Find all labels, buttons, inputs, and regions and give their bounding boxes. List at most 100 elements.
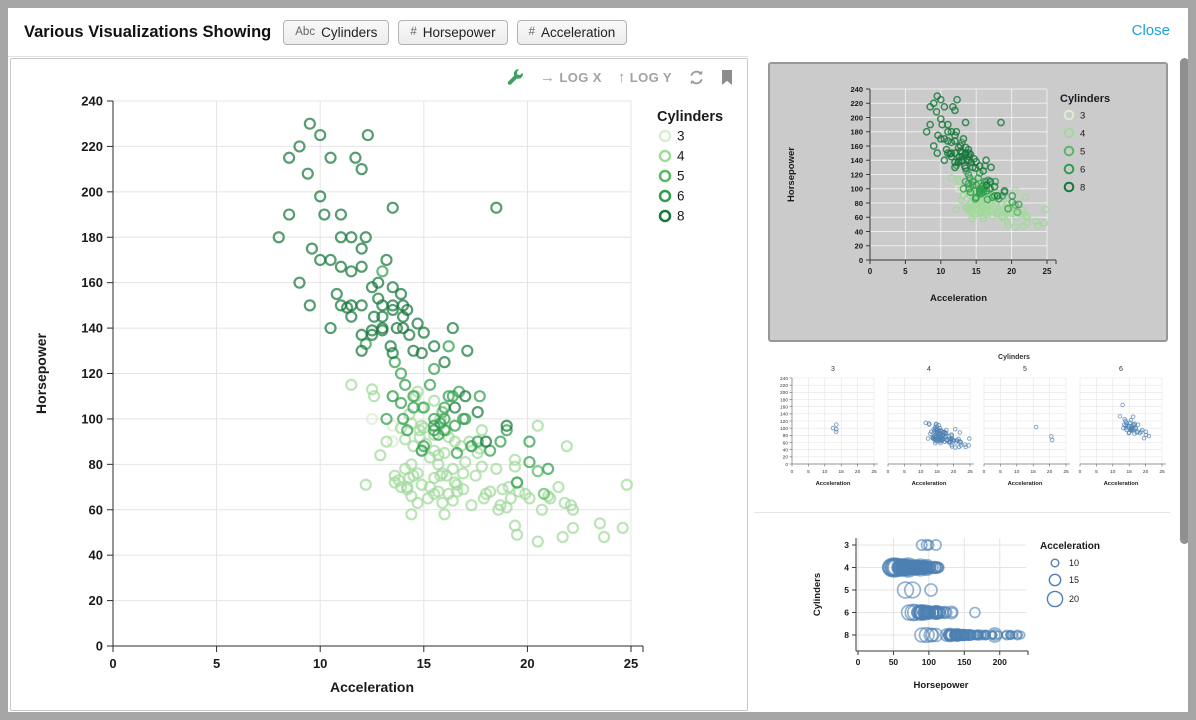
svg-text:Cylinders: Cylinders: [998, 354, 1030, 361]
svg-text:240: 240: [780, 376, 788, 382]
field-pill-label: Acceleration: [540, 24, 616, 40]
svg-text:180: 180: [81, 230, 103, 245]
svg-text:100: 100: [850, 185, 863, 194]
svg-text:20: 20: [855, 242, 863, 251]
close-button[interactable]: Close: [1131, 22, 1170, 39]
svg-text:60: 60: [855, 213, 863, 222]
svg-text:10: 10: [822, 469, 828, 475]
svg-text:20: 20: [783, 455, 789, 461]
svg-text:15: 15: [1069, 575, 1079, 585]
svg-text:120: 120: [81, 366, 103, 381]
svg-text:Cylinders: Cylinders: [812, 573, 823, 616]
alternative-thumbnail-selected[interactable]: 0 20 40 60 80 100 120 140 160 180 200 220 240 0 5 10 15 2…: [768, 62, 1168, 342]
svg-text:100: 100: [81, 411, 103, 426]
svg-text:120: 120: [850, 170, 863, 179]
svg-text:3: 3: [831, 366, 835, 373]
svg-text:0: 0: [785, 462, 788, 468]
svg-text:60: 60: [89, 502, 103, 517]
svg-text:220: 220: [780, 383, 788, 389]
svg-text:20: 20: [1069, 594, 1079, 604]
field-type-text-icon: Abc: [295, 26, 316, 38]
arrow-right-icon: →: [540, 69, 556, 86]
svg-text:Cylinders: Cylinders: [1060, 93, 1110, 105]
svg-text:15: 15: [1031, 469, 1037, 475]
svg-text:6: 6: [1080, 165, 1085, 176]
svg-text:200: 200: [81, 184, 103, 199]
wrench-icon[interactable]: [507, 69, 524, 86]
svg-text:8: 8: [677, 209, 685, 224]
log-x-button[interactable]: → LOG X: [540, 69, 602, 86]
svg-text:240: 240: [850, 85, 863, 94]
svg-text:15: 15: [972, 267, 981, 276]
bookmark-icon[interactable]: [721, 69, 733, 86]
svg-text:5: 5: [1080, 147, 1085, 158]
svg-text:0: 0: [109, 656, 116, 671]
svg-text:Horsepower: Horsepower: [33, 332, 49, 413]
svg-text:0: 0: [791, 469, 794, 475]
svg-text:160: 160: [850, 142, 863, 151]
svg-text:10: 10: [313, 656, 327, 671]
svg-text:220: 220: [850, 99, 863, 108]
svg-text:Acceleration: Acceleration: [1008, 481, 1043, 487]
refresh-icon[interactable]: [688, 69, 705, 86]
svg-text:20: 20: [520, 656, 534, 671]
page-title: Various Visualizations Showing: [24, 22, 272, 41]
field-pill-cylinders[interactable]: Abc Cylinders: [283, 19, 390, 45]
svg-text:140: 140: [780, 412, 788, 418]
log-y-label: LOG Y: [629, 70, 672, 85]
svg-text:25: 25: [967, 469, 973, 475]
svg-text:3: 3: [844, 540, 849, 550]
svg-text:25: 25: [1043, 267, 1052, 276]
svg-text:180: 180: [850, 128, 863, 137]
svg-text:200: 200: [780, 390, 788, 396]
alternative-thumbnail-faceted[interactable]: Cylinders 3 0 5 10 15 20 25 Acceleration 0 20 40 60 8…: [768, 346, 1172, 512]
svg-text:8: 8: [844, 630, 849, 640]
svg-text:0: 0: [868, 267, 873, 276]
svg-text:Cylinders: Cylinders: [657, 109, 723, 125]
svg-text:0: 0: [983, 469, 986, 475]
svg-text:50: 50: [889, 657, 899, 667]
svg-text:4: 4: [1080, 129, 1085, 140]
svg-text:8: 8: [1080, 183, 1085, 194]
svg-text:Acceleration: Acceleration: [330, 679, 414, 695]
svg-text:25: 25: [1063, 469, 1069, 475]
svg-text:100: 100: [922, 657, 936, 667]
arrow-up-icon: ↑: [617, 69, 626, 86]
svg-text:60: 60: [783, 440, 789, 446]
svg-text:200: 200: [850, 113, 863, 122]
field-pill-acceleration[interactable]: # Acceleration: [516, 19, 628, 45]
svg-text:80: 80: [89, 457, 103, 472]
svg-text:100: 100: [780, 426, 788, 432]
svg-text:40: 40: [783, 447, 789, 453]
alternatives-sidebar: 0 20 40 60 80 100 120 140 160 180 200 220 240 0 5 10 15 2…: [748, 56, 1188, 712]
field-type-number-icon: #: [410, 26, 417, 38]
svg-text:Acceleration: Acceleration: [1104, 481, 1139, 487]
svg-text:220: 220: [81, 139, 103, 154]
svg-text:4: 4: [844, 563, 849, 573]
svg-text:20: 20: [89, 593, 103, 608]
svg-text:25: 25: [1159, 469, 1165, 475]
svg-text:140: 140: [850, 156, 863, 165]
svg-text:4: 4: [677, 149, 685, 164]
svg-text:160: 160: [81, 275, 103, 290]
thumbnail-separator: [754, 512, 1170, 513]
svg-text:5: 5: [1095, 469, 1098, 475]
field-pills: Abc Cylinders # Horsepower # Acceleratio…: [283, 19, 628, 45]
svg-text:0: 0: [859, 256, 863, 265]
alternative-thumbnail-bubble[interactable]: 3 4 5 6 8 0 50 100 150 200 Horsepower Cylinders Acce…: [768, 514, 1172, 712]
svg-text:15: 15: [417, 656, 431, 671]
thumbnail-bubble-chart: 3 4 5 6 8 0 50 100 150 200 Horsepower Cylinders Acce…: [812, 538, 1100, 691]
svg-text:0: 0: [856, 657, 861, 667]
thumbnail-scatter-chart: 0 20 40 60 80 100 120 140 160 180 200 220 240 0 5 10 15 2…: [786, 85, 1110, 304]
chart-toolbar: → LOG X ↑ LOG Y: [507, 69, 733, 86]
svg-text:4: 4: [927, 366, 931, 373]
field-pill-horsepower[interactable]: # Horsepower: [398, 19, 508, 45]
sidebar-scrollbar[interactable]: [1180, 58, 1188, 544]
log-y-button[interactable]: ↑ LOG Y: [618, 69, 672, 86]
svg-text:5: 5: [213, 656, 220, 671]
svg-text:20: 20: [1143, 469, 1149, 475]
svg-text:6: 6: [677, 189, 685, 204]
svg-text:3: 3: [1080, 111, 1085, 122]
svg-text:180: 180: [780, 397, 788, 403]
